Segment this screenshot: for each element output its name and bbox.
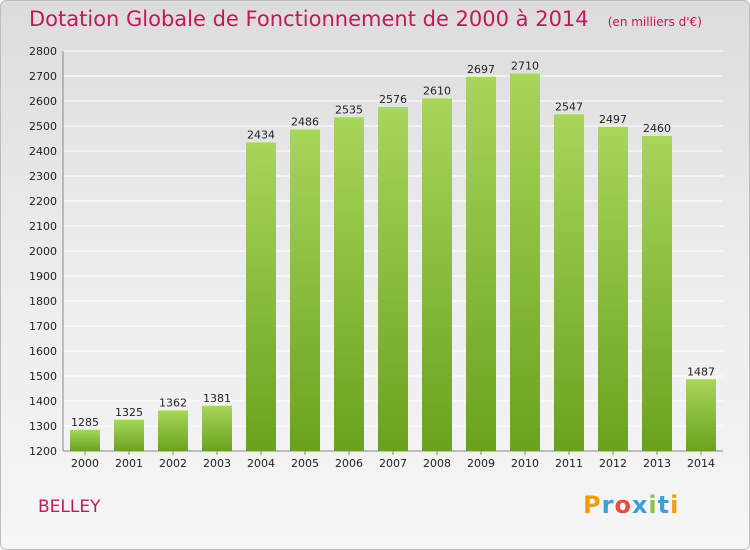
bar-value-label: 1381	[203, 392, 231, 405]
y-tick-label: 1300	[29, 420, 57, 433]
y-tick-label: 2100	[29, 220, 57, 233]
bar	[334, 117, 364, 451]
bar	[246, 142, 276, 451]
y-tick-label: 2300	[29, 170, 57, 183]
bar-value-label: 2576	[379, 93, 407, 106]
x-tick-label: 2007	[379, 457, 407, 470]
y-tick-label: 2400	[29, 145, 57, 158]
bar	[554, 114, 584, 451]
bar	[510, 73, 540, 451]
bar	[158, 410, 188, 451]
bar-value-label: 2497	[599, 113, 627, 126]
bar-value-label: 2710	[511, 60, 539, 73]
y-tick-label: 1400	[29, 395, 57, 408]
x-tick-label: 2014	[687, 457, 715, 470]
x-tick-label: 2012	[599, 457, 627, 470]
bar	[202, 405, 232, 451]
bar	[70, 429, 100, 451]
y-tick-label: 2500	[29, 120, 57, 133]
bar	[290, 129, 320, 451]
commune-name: BELLEY	[38, 497, 101, 517]
bar	[598, 126, 628, 451]
x-tick-label: 2010	[511, 457, 539, 470]
proxiti-logo: Proxiti	[583, 491, 680, 519]
y-tick-label: 2000	[29, 245, 57, 258]
x-tick-label: 2006	[335, 457, 363, 470]
y-tick-label: 1700	[29, 320, 57, 333]
bar	[642, 136, 672, 451]
x-tick-label: 2003	[203, 457, 231, 470]
x-tick-label: 2009	[467, 457, 495, 470]
x-tick-label: 2011	[555, 457, 583, 470]
y-tick-label: 1900	[29, 270, 57, 283]
bar-value-label: 1362	[159, 397, 187, 410]
y-tick-label: 2800	[29, 45, 57, 58]
bar-value-label: 1487	[687, 365, 715, 378]
bar-value-label: 2547	[555, 100, 583, 113]
x-tick-label: 2005	[291, 457, 319, 470]
bar-value-label: 1325	[115, 406, 143, 419]
y-tick-label: 1200	[29, 445, 57, 458]
x-tick-label: 2013	[643, 457, 671, 470]
y-tick-label: 2200	[29, 195, 57, 208]
bar	[114, 419, 144, 451]
chart-title: Dotation Globale de Fonctionnement de 20…	[29, 7, 589, 31]
y-tick-label: 1600	[29, 345, 57, 358]
bar	[466, 76, 496, 451]
x-tick-label: 2004	[247, 457, 275, 470]
x-tick-label: 2000	[71, 457, 99, 470]
bar-value-label: 2610	[423, 85, 451, 98]
x-tick-label: 2001	[115, 457, 143, 470]
bar-value-label: 2697	[467, 63, 495, 76]
x-tick-label: 2008	[423, 457, 451, 470]
bar-value-label: 2434	[247, 129, 275, 142]
bar	[378, 107, 408, 451]
y-tick-label: 2600	[29, 95, 57, 108]
bar-value-label: 1285	[71, 416, 99, 429]
title-row: Dotation Globale de Fonctionnement de 20…	[29, 7, 702, 31]
y-tick-label: 1800	[29, 295, 57, 308]
x-tick-label: 2002	[159, 457, 187, 470]
bar-value-label: 2535	[335, 103, 363, 116]
bar-value-label: 2460	[643, 122, 671, 135]
chart-subtitle: (en milliers d'€)	[607, 15, 702, 29]
bar-value-label: 2486	[291, 116, 319, 129]
y-tick-label: 2700	[29, 70, 57, 83]
bar	[422, 98, 452, 451]
y-tick-label: 1500	[29, 370, 57, 383]
bar	[686, 379, 716, 451]
